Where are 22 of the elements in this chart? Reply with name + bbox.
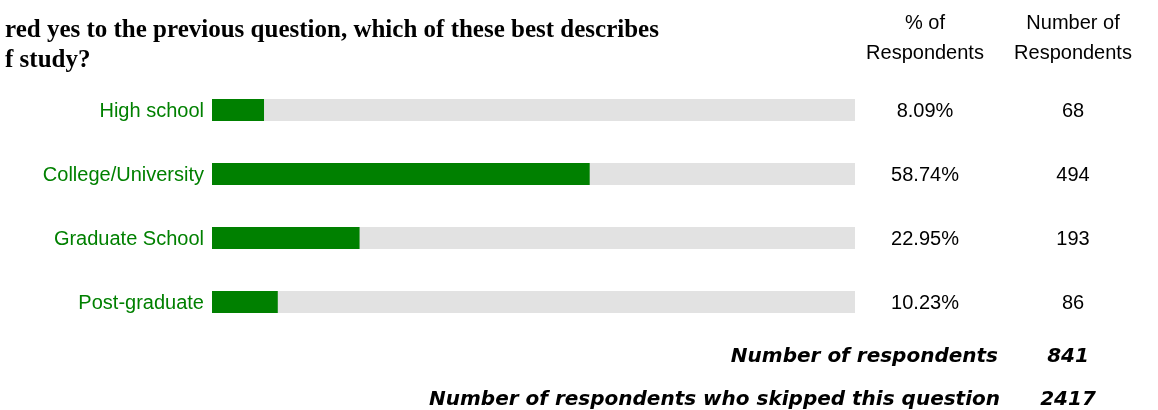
data-label: 22.95% (891, 227, 960, 249)
text: Number of respondents (730, 343, 999, 367)
text: 494 (1056, 163, 1090, 185)
y-tick-label: High school (99, 99, 204, 121)
y-tick-label: College/University (42, 163, 204, 185)
y-tick-label: Post-graduate (78, 291, 204, 313)
text: 86 (1061, 291, 1085, 313)
text: Number of respondents who skipped this question (429, 386, 1000, 410)
bar (212, 291, 278, 313)
text: 841 (1047, 343, 1089, 367)
text: 2417 (1040, 386, 1096, 410)
text: 68 (1061, 99, 1085, 121)
y-tick-label: Graduate School (53, 227, 204, 249)
data-label: 58.74% (891, 163, 960, 185)
data-label: 8.09% (896, 99, 954, 121)
data-label: 10.23% (891, 291, 960, 313)
text: Number of Respondents (1014, 11, 1132, 63)
text: 193 (1056, 227, 1090, 249)
bar (212, 227, 360, 249)
bar (212, 99, 265, 121)
chart-title: red yes to the previous question, which of these best describes f study? (5, 14, 660, 72)
text: % of Respondents (866, 11, 984, 63)
